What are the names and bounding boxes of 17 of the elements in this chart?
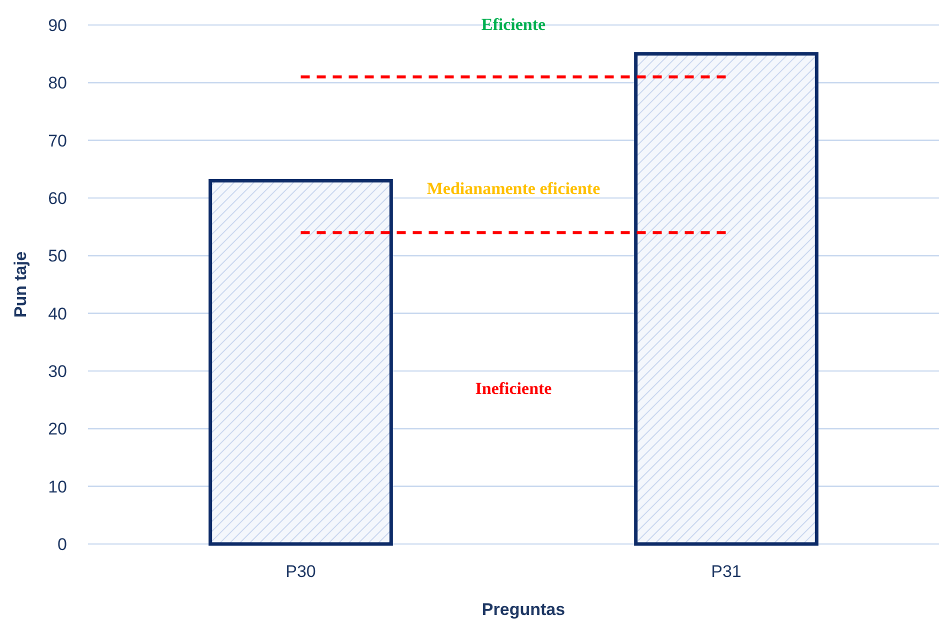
- annotation: Medianamente eficiente: [426, 178, 601, 198]
- x-tick-label: P30: [286, 562, 316, 581]
- y-tick-label: 70: [48, 131, 67, 150]
- x-axis-title: Preguntas: [482, 600, 566, 619]
- y-axis-title: Pun taje: [11, 251, 30, 318]
- y-tick-label: 0: [58, 534, 67, 554]
- x-tick-label: P31: [711, 562, 742, 581]
- y-tick-label: 10: [48, 477, 67, 496]
- y-tick-label: 30: [48, 362, 67, 381]
- y-tick-label: 50: [48, 246, 67, 266]
- y-tick-label: 90: [48, 16, 67, 35]
- y-tick-label: 40: [48, 304, 67, 324]
- annotation: Ineficiente: [475, 378, 552, 398]
- y-tick-label: 80: [48, 74, 67, 93]
- y-tick-label: 60: [48, 188, 67, 208]
- y-tick-label: 20: [48, 420, 67, 439]
- annotation: Eficiente: [481, 14, 546, 34]
